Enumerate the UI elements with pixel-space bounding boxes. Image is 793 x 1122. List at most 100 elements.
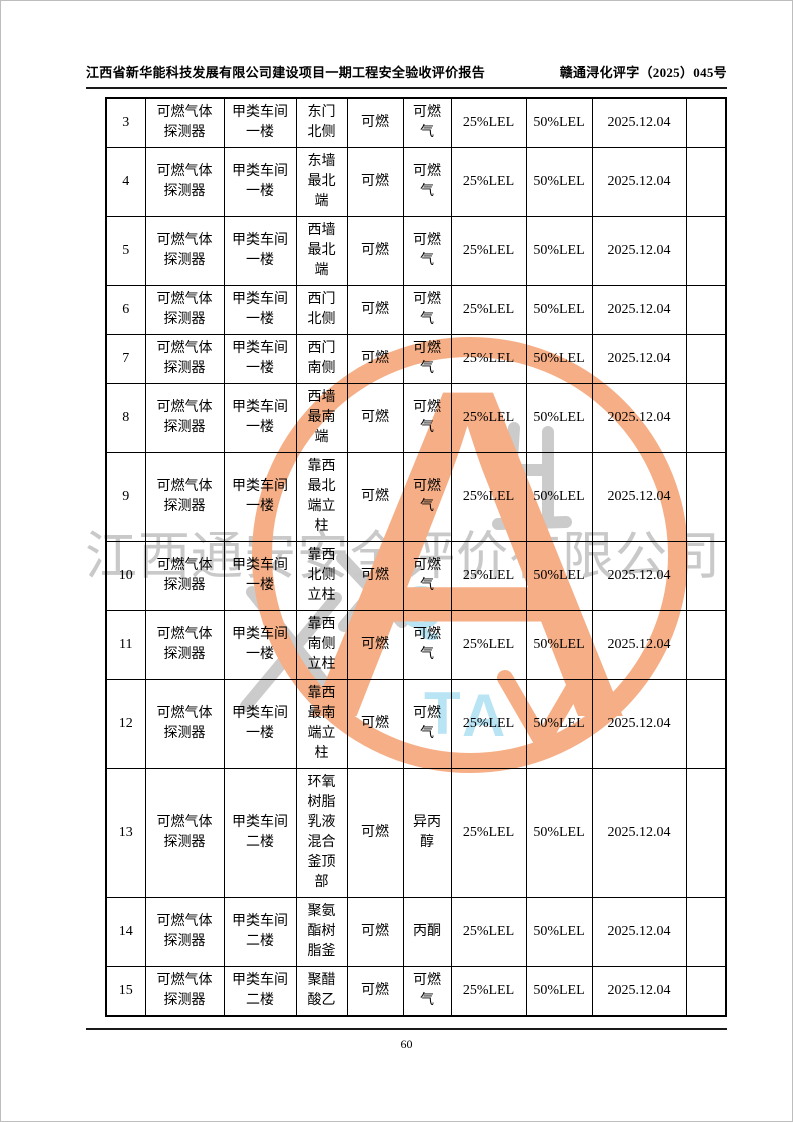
cell-high_alarm: 50%LEL <box>525 966 593 1017</box>
cell-workshop: 甲类车间 二楼 <box>223 768 297 898</box>
cell-date: 2025.12.04 <box>591 334 687 384</box>
cell-workshop: 甲类车间 一楼 <box>223 285 297 335</box>
cell-note <box>685 541 727 611</box>
cell-workshop: 甲类车间 一楼 <box>223 216 297 286</box>
cell-gas: 可燃 <box>346 897 404 967</box>
cell-location: 聚氨 酯树 脂釜 <box>295 897 348 967</box>
cell-low_alarm: 25%LEL <box>450 285 527 335</box>
cell-workshop: 甲类车间 一楼 <box>223 383 297 453</box>
cell-medium: 可燃 气 <box>402 285 452 335</box>
cell-device: 可燃气体 探测器 <box>144 966 225 1017</box>
cell-device: 可燃气体 探测器 <box>144 285 225 335</box>
cell-gas: 可燃 <box>346 285 404 335</box>
cell-no: 10 <box>105 541 146 611</box>
cell-workshop: 甲类车间 一楼 <box>223 541 297 611</box>
cell-date: 2025.12.04 <box>591 383 687 453</box>
cell-location: 东门 北侧 <box>295 97 348 148</box>
cell-medium: 可燃 气 <box>402 97 452 148</box>
cell-medium: 可燃 气 <box>402 452 452 542</box>
cell-gas: 可燃 <box>346 383 404 453</box>
cell-location: 东墙 最北 端 <box>295 147 348 217</box>
cell-location: 靠西 最北 端立 柱 <box>295 452 348 542</box>
cell-low_alarm: 25%LEL <box>450 147 527 217</box>
cell-high_alarm: 50%LEL <box>525 97 593 148</box>
cell-location: 聚醋 酸乙 <box>295 966 348 1017</box>
cell-location: 西墙 最南 端 <box>295 383 348 453</box>
cell-gas: 可燃 <box>346 541 404 611</box>
cell-date: 2025.12.04 <box>591 679 687 769</box>
cell-low_alarm: 25%LEL <box>450 966 527 1017</box>
cell-low_alarm: 25%LEL <box>450 897 527 967</box>
cell-no: 8 <box>105 383 146 453</box>
cell-workshop: 甲类车间 一楼 <box>223 679 297 769</box>
cell-medium: 可燃 气 <box>402 334 452 384</box>
page-header: 江西省新华能科技发展有限公司建设项目一期工程安全验收评价报告 赣通浔化评字（20… <box>86 62 727 81</box>
cell-date: 2025.12.04 <box>591 147 687 217</box>
cell-workshop: 甲类车间 一楼 <box>223 610 297 680</box>
cell-note <box>685 97 727 148</box>
table-row: 5 可燃气体 探测器 甲类车间 一楼 西墙 最北 端可燃 可燃 气 25%LEL 50%LE… <box>105 216 727 286</box>
cell-date: 2025.12.04 <box>591 216 687 286</box>
cell-no: 7 <box>105 334 146 384</box>
cell-workshop: 甲类车间 一楼 <box>223 334 297 384</box>
cell-low_alarm: 25%LEL <box>450 610 527 680</box>
cell-workshop: 甲类车间 二楼 <box>223 897 297 967</box>
cell-device: 可燃气体 探测器 <box>144 97 225 148</box>
cell-high_alarm: 50%LEL <box>525 897 593 967</box>
cell-medium: 可燃 气 <box>402 679 452 769</box>
cell-location: 靠西 北侧 立柱 <box>295 541 348 611</box>
cell-location: 靠西 南侧 立柱 <box>295 610 348 680</box>
page-number: 60 <box>400 1037 413 1051</box>
cell-no: 13 <box>105 768 146 898</box>
table-row: 9 可燃气体 探测器 甲类车间 一楼 靠西 最北 端立 柱可燃 可燃 气 25%LEL 50… <box>105 452 727 542</box>
cell-location: 靠西 最南 端立 柱 <box>295 679 348 769</box>
cell-high_alarm: 50%LEL <box>525 383 593 453</box>
cell-gas: 可燃 <box>346 147 404 217</box>
table-row: 10 可燃气体 探测器 甲类车间 一楼 靠西 北侧 立柱 可燃 可燃 气 25%LEL 50%… <box>105 541 727 611</box>
cell-device: 可燃气体 探测器 <box>144 216 225 286</box>
cell-device: 可燃气体 探测器 <box>144 541 225 611</box>
table-row: 14 可燃气体 探测器 甲类车间 二楼 聚氨 酯树 脂釜 可燃 丙酮 25%LEL 50%LE… <box>105 897 727 967</box>
header-doc-number: 赣通浔化评字（2025）045号 <box>559 65 727 80</box>
cell-date: 2025.12.04 <box>591 897 687 967</box>
cell-device: 可燃气体 探测器 <box>144 897 225 967</box>
cell-no: 14 <box>105 897 146 967</box>
cell-date: 2025.12.04 <box>591 285 687 335</box>
header-title: 江西省新华能科技发展有限公司建设项目一期工程安全验收评价报告 <box>86 65 486 80</box>
cell-medium: 可燃 气 <box>402 610 452 680</box>
cell-medium: 可燃 气 <box>402 383 452 453</box>
cell-medium: 可燃 气 <box>402 216 452 286</box>
cell-medium: 丙酮 <box>402 897 452 967</box>
cell-high_alarm: 50%LEL <box>525 334 593 384</box>
cell-medium: 可燃 气 <box>402 147 452 217</box>
cell-note <box>685 897 727 967</box>
cell-no: 5 <box>105 216 146 286</box>
cell-low_alarm: 25%LEL <box>450 383 527 453</box>
cell-date: 2025.12.04 <box>591 541 687 611</box>
cell-note <box>685 610 727 680</box>
cell-date: 2025.12.04 <box>591 97 687 148</box>
table-row: 11 可燃气体 探测器 甲类车间 一楼 靠西 南侧 立柱 可燃 可燃 气 25%LEL 50%… <box>105 610 727 680</box>
cell-high_alarm: 50%LEL <box>525 610 593 680</box>
cell-location: 西门 南侧 <box>295 334 348 384</box>
cell-low_alarm: 25%LEL <box>450 216 527 286</box>
cell-high_alarm: 50%LEL <box>525 216 593 286</box>
cell-low_alarm: 25%LEL <box>450 541 527 611</box>
cell-no: 11 <box>105 610 146 680</box>
table-row: 7 可燃气体 探测器 甲类车间 一楼 西门 南侧 可燃 可燃 气 25%LEL 50%LEL 2… <box>105 334 727 384</box>
page-footer: 60 <box>86 1037 727 1052</box>
cell-note <box>685 679 727 769</box>
cell-medium: 可燃 气 <box>402 966 452 1017</box>
cell-device: 可燃气体 探测器 <box>144 334 225 384</box>
cell-device: 可燃气体 探测器 <box>144 768 225 898</box>
cell-date: 2025.12.04 <box>591 966 687 1017</box>
table-row: 6 可燃气体 探测器 甲类车间 一楼 西门 北侧 可燃 可燃 气 25%LEL 50%LEL 2… <box>105 285 727 335</box>
cell-note <box>685 334 727 384</box>
cell-location: 环氧 树脂 乳液 混合 釜顶 部 <box>295 768 348 898</box>
cell-gas: 可燃 <box>346 216 404 286</box>
cell-note <box>685 768 727 898</box>
cell-gas: 可燃 <box>346 334 404 384</box>
header-rule <box>86 87 727 89</box>
